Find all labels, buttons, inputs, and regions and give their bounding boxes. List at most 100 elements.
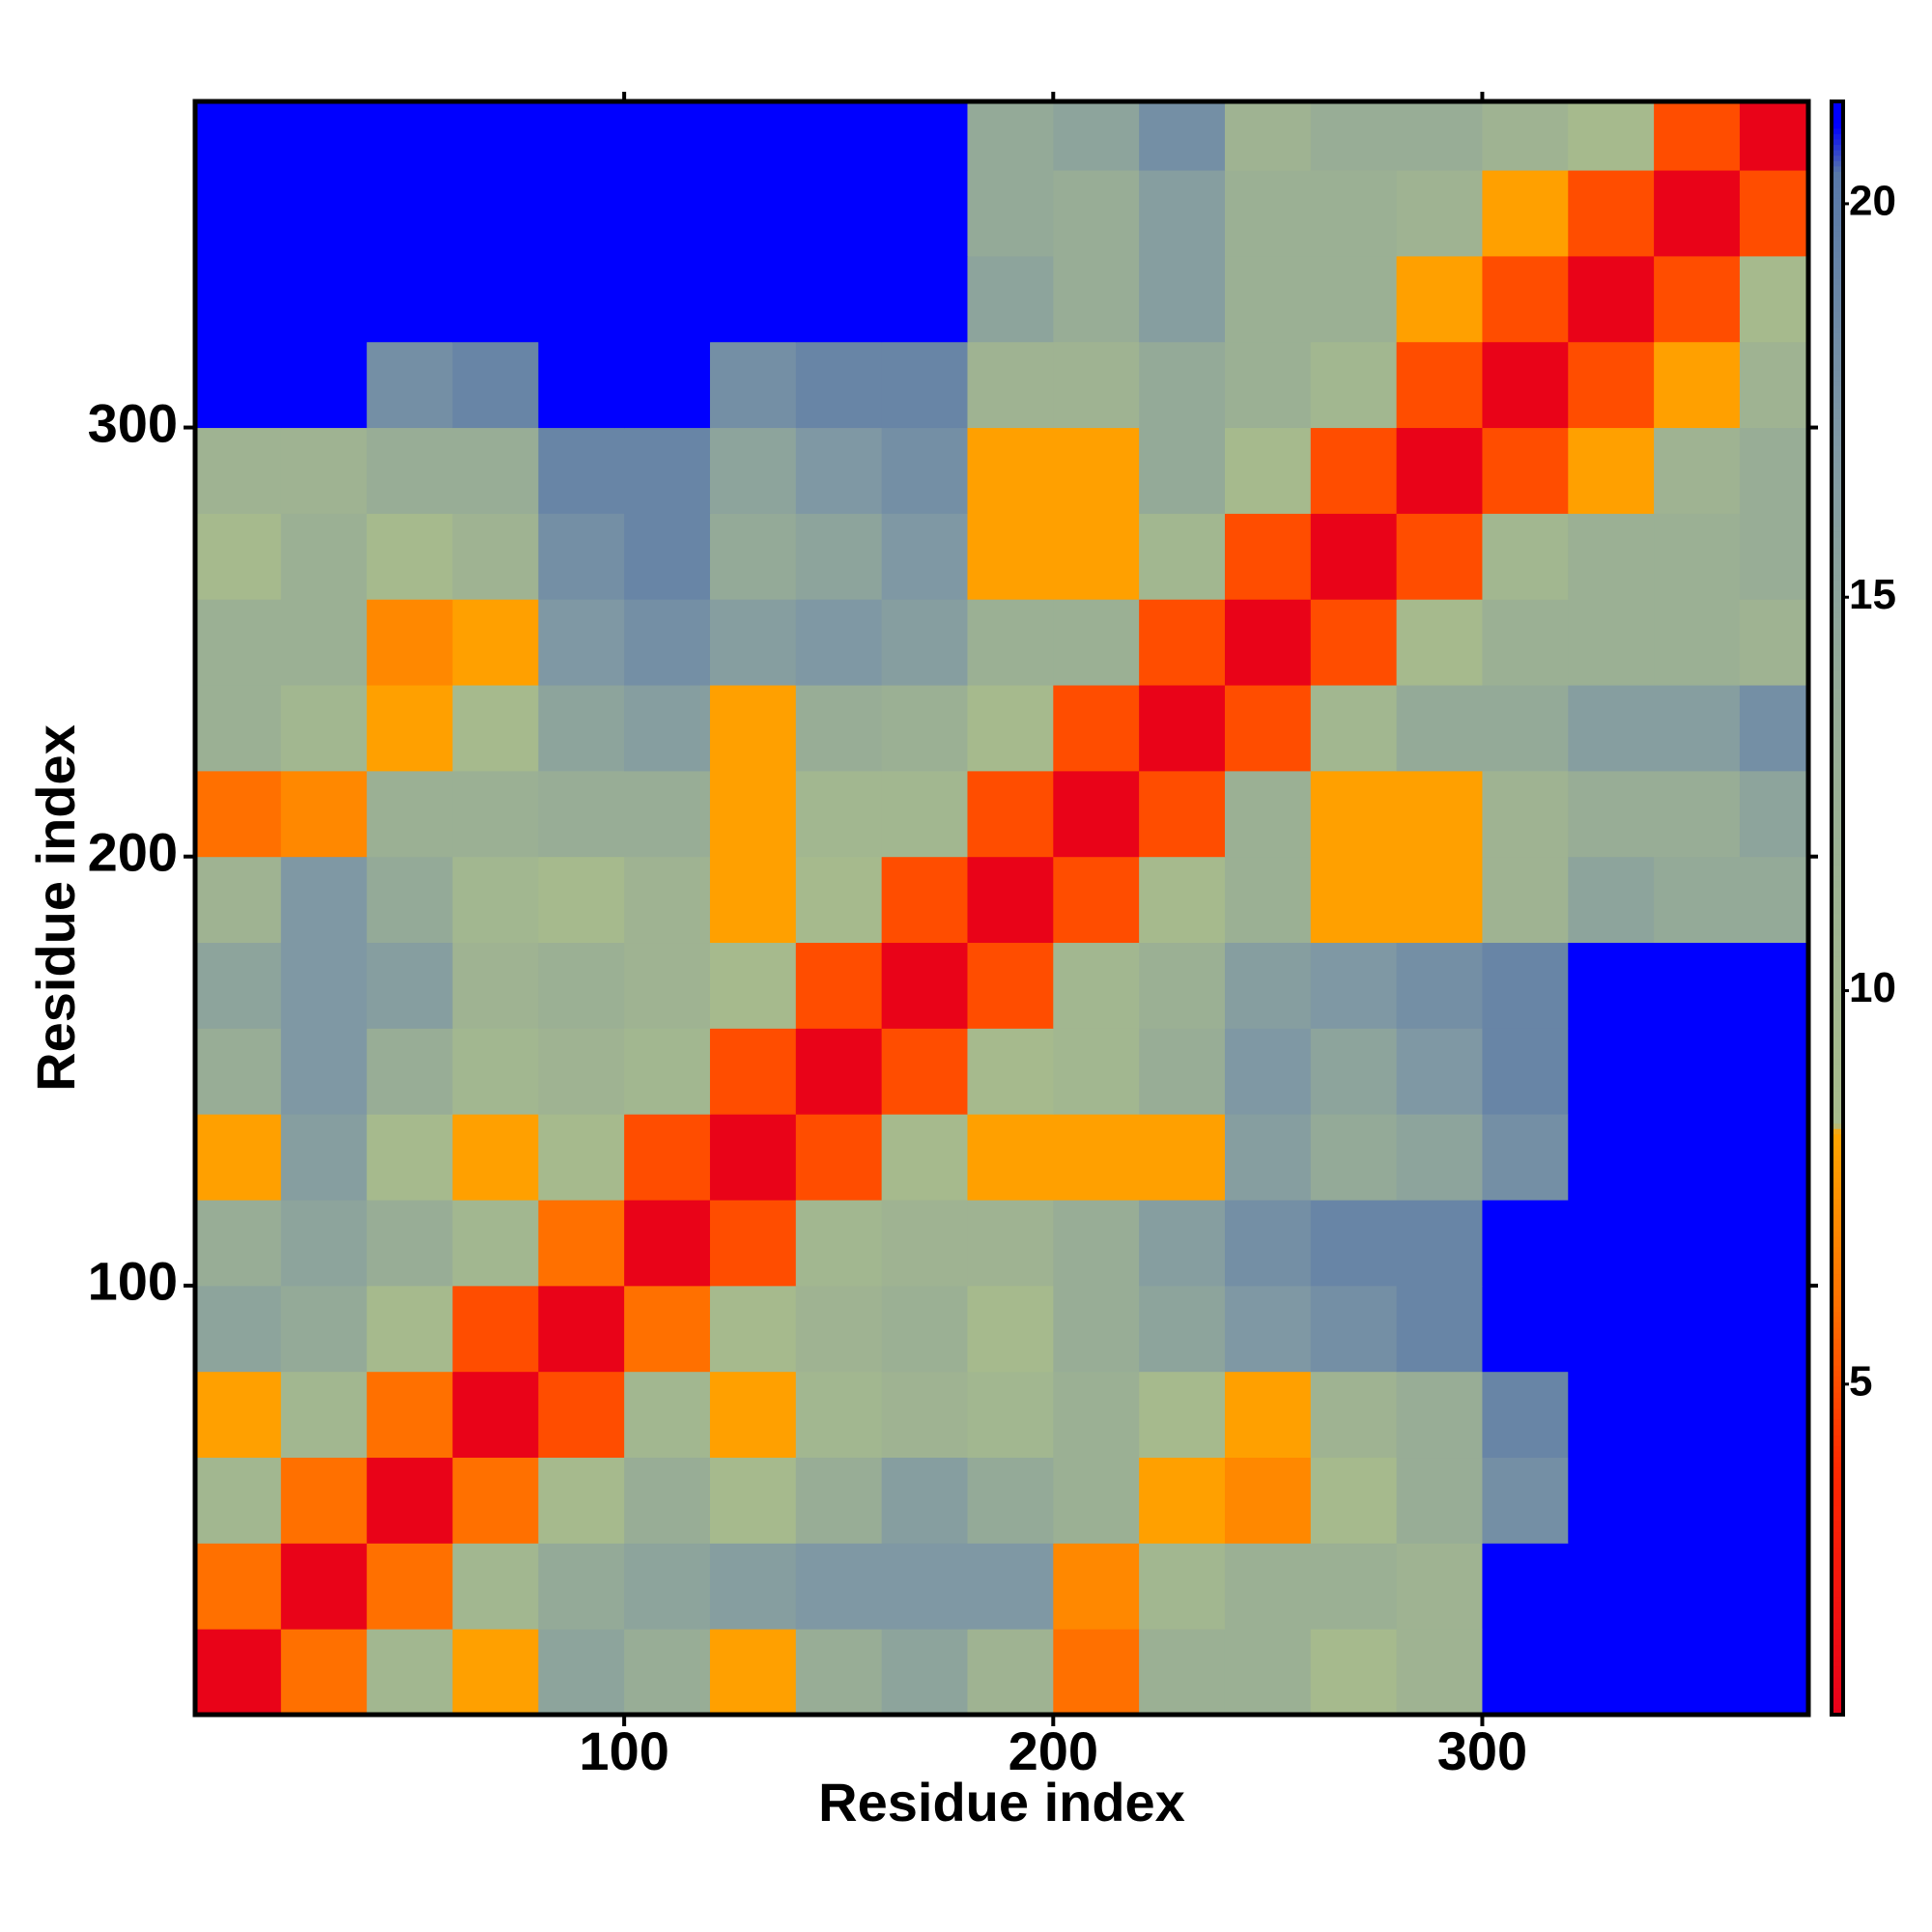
colorbar-segment: [1832, 1472, 1843, 1479]
heatmap-cell: [1396, 427, 1483, 514]
heatmap-cell: [1482, 1629, 1569, 1716]
heatmap-cell: [1654, 856, 1741, 944]
heatmap-cell: [1224, 599, 1312, 686]
heatmap-cell: [967, 1200, 1054, 1287]
heatmap-cell: [280, 942, 368, 1029]
colorbar-segment: [1832, 1564, 1843, 1571]
colorbar-segment: [1832, 1698, 1843, 1705]
colorbar-segment: [1832, 1466, 1843, 1473]
heatmap-cell: [795, 770, 883, 858]
colorbar-segment: [1832, 1106, 1843, 1114]
heatmap-cell: [538, 1457, 625, 1544]
heatmap-cell: [1739, 1457, 1809, 1544]
heatmap-cell: [1396, 942, 1483, 1029]
heatmap-cell: [1224, 942, 1312, 1029]
heatmap-cell: [1482, 1457, 1569, 1544]
heatmap-cell: [1139, 255, 1226, 343]
colorbar-segment: [1832, 251, 1843, 258]
heatmap-cell: [1224, 1543, 1312, 1630]
heatmap-cell: [280, 599, 368, 686]
colorbar-segment: [1832, 337, 1843, 344]
heatmap-cell: [1396, 1457, 1483, 1544]
colorbar-segment: [1832, 607, 1843, 613]
colorbar-segment: [1832, 1193, 1843, 1200]
heatmap-cell: [1310, 1457, 1398, 1544]
heatmap-cell: [1224, 170, 1312, 257]
heatmap-cell: [366, 1285, 453, 1373]
colorbar-segment: [1832, 241, 1843, 247]
heatmap-cell: [1310, 1629, 1398, 1716]
heatmap-cell: [1739, 1028, 1809, 1115]
colorbar-segment: [1832, 311, 1843, 318]
colorbar-segment: [1832, 795, 1843, 802]
colorbar-segment: [1832, 929, 1843, 936]
colorbar-segment: [1832, 558, 1843, 565]
colorbar-segment: [1832, 660, 1843, 667]
heatmap-cell: [1739, 685, 1809, 772]
heatmap-cell: [452, 513, 539, 600]
heatmap-cell: [280, 1200, 368, 1287]
heatmap-cell: [538, 770, 625, 858]
colorbar-segment: [1832, 1020, 1843, 1027]
heatmap-cell: [1310, 856, 1398, 944]
colorbar-segment: [1832, 1359, 1843, 1366]
heatmap-cell: [195, 1285, 282, 1373]
heatmap-cell: [1654, 341, 1741, 429]
heatmap-cell: [452, 1028, 539, 1115]
heatmap-cell: [366, 770, 453, 858]
heatmap-cell: [709, 170, 797, 257]
colorbar-segment: [1832, 1542, 1843, 1548]
colorbar-segment: [1832, 730, 1843, 737]
colorbar-segment: [1832, 536, 1843, 543]
heatmap-cell: [1568, 513, 1655, 600]
colorbar-segment: [1832, 1214, 1843, 1221]
heatmap-cell: [881, 599, 968, 686]
heatmap-cell: [795, 341, 883, 429]
heatmap-cell: [280, 513, 368, 600]
colorbar-segment: [1832, 1483, 1843, 1490]
colorbar-segment: [1832, 477, 1843, 484]
colorbar-segment: [1832, 1650, 1843, 1657]
colorbar-segment: [1832, 521, 1843, 527]
heatmap-cell: [709, 513, 797, 600]
colorbar-segment: [1832, 585, 1843, 592]
colorbar-segment: [1832, 1451, 1843, 1458]
colorbar-segment: [1832, 278, 1843, 285]
heatmap-cell: [624, 1543, 711, 1630]
heatmap-cell: [366, 1543, 453, 1630]
heatmap-cell: [1739, 170, 1809, 257]
heatmap-cell: [1739, 942, 1809, 1029]
heatmap-cell: [1568, 341, 1655, 429]
colorbar-segment: [1832, 1520, 1843, 1527]
colorbar-segment: [1832, 1139, 1843, 1146]
colorbar-segment: [1832, 408, 1843, 414]
heatmap-cell: [1139, 427, 1226, 514]
colorbar-segment: [1832, 1317, 1843, 1323]
colorbar-segment: [1832, 1231, 1843, 1237]
heatmap-cell: [1310, 1200, 1398, 1287]
heatmap-cell: [1739, 770, 1809, 858]
heatmap-cell: [1654, 1629, 1741, 1716]
colorbar-segment: [1832, 138, 1843, 146]
heatmap-cell: [709, 1629, 797, 1716]
heatmap-cell: [195, 513, 282, 600]
heatmap-cell: [624, 770, 711, 858]
x-tick-label: 200: [1009, 1720, 1098, 1781]
colorbar-segment: [1832, 1246, 1843, 1253]
colorbar-segment: [1832, 268, 1843, 274]
heatmap-cell: [1482, 856, 1569, 944]
colorbar-segment: [1832, 144, 1843, 151]
heatmap-cell: [195, 1028, 282, 1115]
colorbar-segment: [1832, 967, 1843, 974]
colorbar-segment: [1832, 1639, 1843, 1646]
heatmap-cell: [1654, 101, 1741, 171]
heatmap-cell: [538, 255, 625, 343]
heatmap-cell: [195, 101, 282, 171]
heatmap-cell: [1568, 101, 1655, 171]
heatmap-cell: [709, 1028, 797, 1115]
colorbar-segment: [1832, 494, 1843, 500]
heatmap-cell: [280, 101, 368, 171]
heatmap-cell: [795, 170, 883, 257]
heatmap-cell: [452, 1629, 539, 1716]
